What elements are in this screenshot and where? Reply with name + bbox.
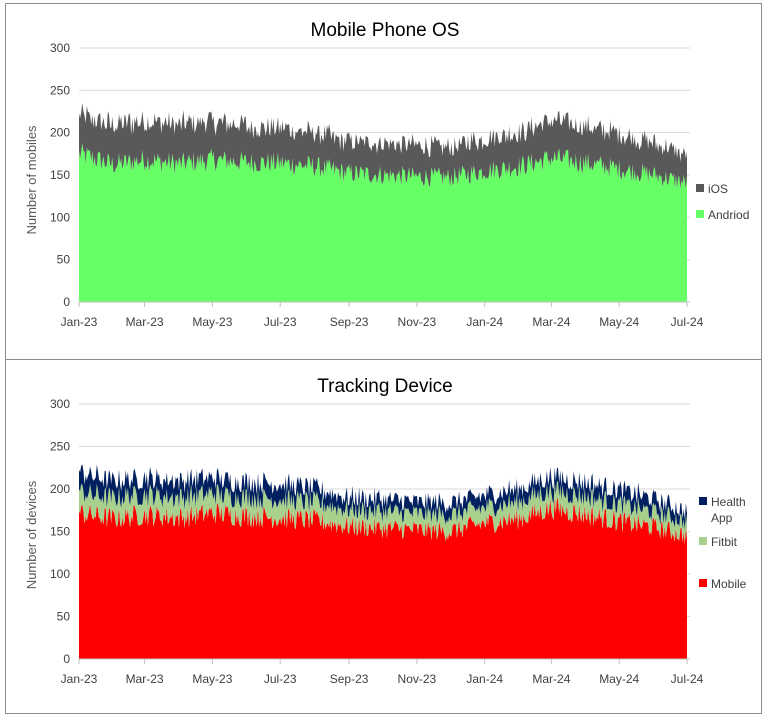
x-tick-label: Sep-23 (330, 315, 369, 329)
series-area-fitbit (79, 480, 687, 545)
mobile-os-chart: Mobile Phone OS Number of mobiles 0 50 100… (24, 20, 749, 329)
chart-title: Tracking Device (317, 376, 453, 397)
x-tick-label: Mar-24 (532, 315, 570, 329)
x-tick-label: Jul-24 (671, 672, 704, 686)
legend-swatch (699, 579, 707, 587)
y-tick-label: 200 (50, 126, 70, 140)
chart-panel-tracking-device: Tracking Device Number of devices 0 50 100… (5, 359, 762, 714)
y-tick-label: 0 (63, 295, 70, 309)
legend-label: Mobile (711, 577, 747, 591)
x-tick-label: Mar-23 (126, 315, 164, 329)
x-tick-label: Jul-24 (671, 315, 704, 329)
legend-label: iOS (708, 182, 728, 196)
x-tick-label: Nov-23 (398, 672, 437, 686)
x-tick-label: May-24 (599, 672, 639, 686)
y-tick-label: 300 (50, 41, 70, 55)
legend-swatch (699, 497, 707, 505)
x-tick-label: Jan-23 (61, 315, 98, 329)
x-tick-label: Sep-23 (330, 672, 369, 686)
y-tick-label: 50 (57, 610, 71, 624)
series-area-ios (79, 102, 687, 189)
y-tick-label: 0 (63, 652, 70, 666)
tracking-device-chart: Tracking Device Number of devices 0 50 100… (24, 376, 747, 686)
y-tick-label: 250 (50, 83, 70, 97)
x-tick-label: Jul-23 (264, 672, 297, 686)
chart-panel-mobile-os: Mobile Phone OS Number of mobiles 0 50 100… (5, 3, 762, 360)
x-tick-label: Mar-24 (532, 672, 570, 686)
series-area-andriod (79, 143, 687, 302)
y-axis-label: Number of devices (24, 480, 39, 589)
legend-label: Fitbit (711, 535, 738, 549)
legend-label: Andriod (708, 208, 749, 222)
y-tick-label: 100 (50, 210, 70, 224)
x-tick-label: Jan-23 (61, 672, 98, 686)
legend-swatch (696, 210, 704, 218)
x-tick-label: Mar-23 (126, 672, 164, 686)
series-area-health-app (79, 464, 687, 530)
y-axis-label: Number of mobiles (24, 125, 39, 235)
series-area-mobile (79, 497, 687, 659)
legend-swatch (696, 184, 704, 192)
x-tick-label: Jul-23 (264, 315, 297, 329)
chart-title: Mobile Phone OS (311, 20, 460, 41)
y-tick-label: 150 (50, 168, 70, 182)
x-tick-label: May-23 (192, 315, 232, 329)
y-tick-label: 50 (57, 253, 71, 267)
y-tick-label: 100 (50, 567, 70, 581)
legend-swatch (699, 537, 707, 545)
legend-label: Health (711, 495, 746, 509)
x-tick-label: May-23 (192, 672, 232, 686)
x-tick-label: Jan-24 (466, 672, 503, 686)
legend-label: App (711, 511, 733, 525)
x-tick-label: Jan-24 (466, 315, 503, 329)
y-tick-label: 300 (50, 397, 70, 411)
y-tick-label: 200 (50, 482, 70, 496)
y-tick-label: 250 (50, 440, 70, 454)
x-tick-label: May-24 (599, 315, 639, 329)
y-tick-label: 150 (50, 525, 70, 539)
x-tick-label: Nov-23 (398, 315, 437, 329)
